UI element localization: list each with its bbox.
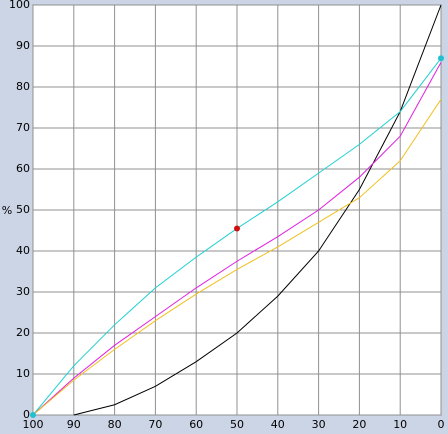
y-tick-label: 0 [23,408,30,421]
y-tick-label: 10 [16,367,30,380]
y-tick-label: 20 [16,326,30,339]
x-tick-label: 90 [67,418,81,431]
x-tick-label: 50 [230,418,244,431]
x-tick-label: 70 [148,418,162,431]
x-tick-label: 0 [438,418,445,431]
y-tick-label: 100 [9,0,30,11]
x-tick-label: 80 [108,418,122,431]
x-tick-label: 30 [312,418,326,431]
x-tick-label: 40 [271,418,285,431]
y-tick-label: 70 [16,121,30,134]
y-tick-label: 50 [16,203,30,216]
x-tick-label: 100 [23,418,44,431]
marker [438,55,444,62]
y-tick-label: 90 [16,39,30,52]
x-tick-label: 10 [393,418,407,431]
y-tick-label: 40 [16,244,30,257]
line-series [73,4,442,416]
marker [234,225,240,232]
line-series [32,99,442,416]
marker [30,412,36,418]
x-tick-label: 20 [352,418,366,431]
y-tick-label: 80 [16,80,30,93]
y-axis-label: % [2,204,12,217]
x-tick-label: 60 [189,418,203,431]
y-tick-label: 60 [16,162,30,175]
line-series [32,62,442,416]
y-tick-label: 30 [16,285,30,298]
